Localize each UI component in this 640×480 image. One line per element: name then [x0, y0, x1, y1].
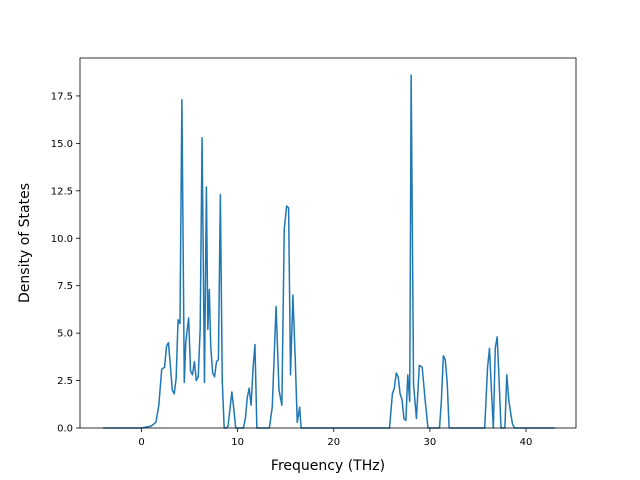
y-tick-label: 12.5 [51, 186, 73, 197]
x-tick-label: 30 [424, 437, 437, 448]
plot-area [80, 58, 576, 428]
y-tick-label: 0.0 [57, 424, 73, 435]
x-tick-label: 10 [231, 437, 244, 448]
x-tick-label: 0 [138, 437, 144, 448]
plot-frame [79, 57, 577, 429]
y-tick-label: 17.5 [51, 91, 73, 102]
y-tick-label: 10.0 [51, 234, 73, 245]
x-tick-label: 40 [520, 437, 533, 448]
x-tick-label: 20 [327, 437, 340, 448]
y-axis-label: Density of States [17, 183, 33, 303]
x-axis-label: Frequency (THz) [271, 458, 385, 474]
y-tick-label: 7.5 [57, 281, 73, 292]
y-tick-label: 5.0 [57, 329, 73, 340]
x-axis: 0 10 20 30 40 [138, 428, 532, 448]
y-axis: 0.0 2.5 5.0 7.5 10.0 12.5 15.0 17.5 [51, 91, 80, 435]
y-tick-label: 2.5 [57, 376, 73, 387]
y-tick-label: 15.0 [51, 139, 73, 150]
